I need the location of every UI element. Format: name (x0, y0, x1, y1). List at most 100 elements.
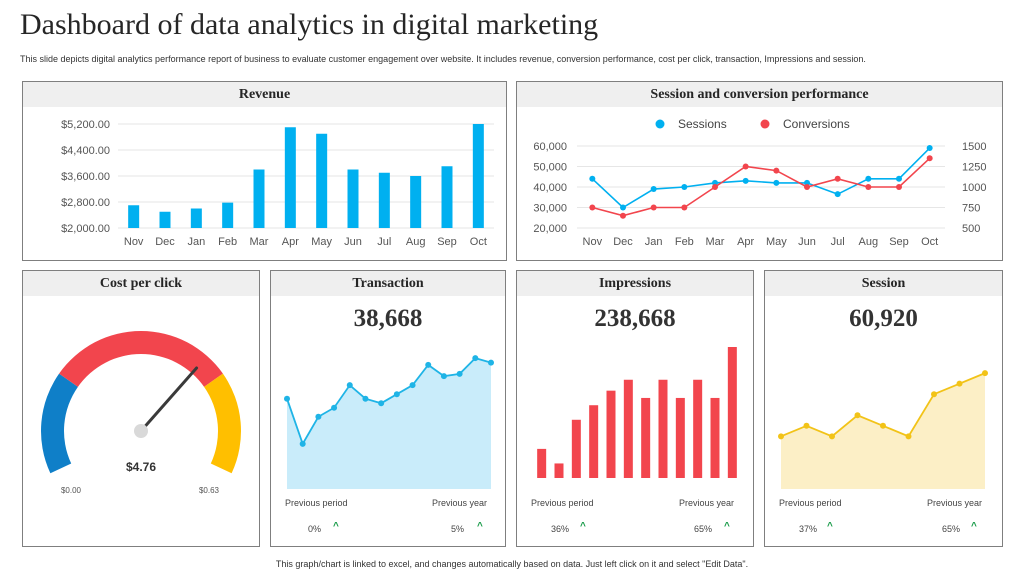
transaction-point (393, 391, 400, 398)
series-point-sessions (834, 191, 841, 198)
transaction-point (378, 400, 385, 407)
impressions-bar (589, 405, 599, 478)
session-right-ytick-label: 750 (962, 203, 980, 215)
transaction-area (287, 358, 491, 489)
revenue-xtick-label: Sep (437, 236, 457, 248)
impressions-prev-period-pct: 36% (551, 524, 570, 534)
impressions-panel: Impressions 238,668 Previous period Prev… (516, 270, 754, 547)
session-left-ytick-label: 20,000 (533, 223, 567, 235)
transaction-point (315, 413, 322, 420)
transaction-title: Transaction (271, 271, 505, 296)
session-left-ytick-label: 60,000 (533, 141, 567, 153)
session-point (803, 422, 810, 429)
up-arrow-icon: ^ (971, 521, 977, 532)
impressions-bar (727, 347, 737, 478)
revenue-panel: Revenue $2,000.00 $2,800.00 $3,600.00 $4,40… (22, 81, 507, 261)
cost-per-click-panel: Cost per click $4.76 $0.00 $0.63 (22, 270, 260, 547)
series-point-sessions (742, 177, 749, 184)
revenue-ytick-label: $2,000.00 (61, 223, 110, 235)
gauge-pivot (134, 424, 148, 438)
transaction-point (425, 361, 432, 368)
impressions-bar (675, 397, 685, 478)
gauge-min-label: $0.00 (61, 486, 82, 495)
transaction-prev-year-pct: 5% (451, 524, 465, 534)
revenue-xtick-label: Jul (377, 236, 391, 248)
impressions-bar (658, 379, 668, 478)
transaction-chart (284, 355, 494, 489)
transaction-prev-period-label: Previous period (285, 498, 348, 508)
series-point-conversions (896, 184, 902, 190)
session-area (781, 373, 985, 489)
gauge-segment-high (204, 373, 241, 474)
cost-per-click-title: Cost per click (23, 271, 259, 296)
impressions-bar (641, 397, 651, 478)
series-point-sessions (926, 145, 933, 152)
series-point-sessions (681, 184, 688, 190)
series-point-conversions (804, 184, 810, 190)
gauge-segment-mid (59, 331, 223, 387)
series-point-sessions (620, 204, 626, 211)
series-point-conversions (712, 184, 718, 190)
up-arrow-icon: ^ (580, 521, 586, 532)
transaction-prev-year-label: Previous year (432, 498, 488, 508)
revenue-bar (316, 133, 328, 228)
revenue-ytick-label: $3,600.00 (61, 171, 110, 183)
revenue-bar (347, 169, 359, 228)
revenue-xtick-label: Oct (470, 236, 487, 248)
series-point-sessions (865, 175, 872, 182)
session-point (982, 370, 988, 377)
series-point-sessions (650, 186, 657, 193)
session-point (778, 433, 784, 440)
session-point (880, 422, 886, 429)
session-xtick-label: Jan (645, 236, 663, 248)
revenue-xtick-label: Feb (218, 236, 237, 248)
legend-marker-conversions (760, 119, 770, 129)
transaction-point (488, 359, 494, 366)
session-xtick-label: Nov (583, 236, 603, 248)
series-point-conversions (834, 175, 841, 182)
revenue-bar (159, 211, 171, 228)
series-line-conversions (592, 157, 931, 217)
session-conversion-panel-title: Session and conversion performance (517, 82, 1002, 107)
revenue-ytick-label: $2,800.00 (61, 197, 110, 209)
session-left-ytick-label: 50,000 (533, 162, 567, 174)
session-xtick-label: May (766, 236, 787, 248)
transaction-point (346, 382, 353, 389)
session-right-ytick-label: 1500 (962, 141, 986, 153)
transaction-point (362, 395, 369, 402)
revenue-xtick-label: Nov (124, 236, 144, 248)
series-point-conversions (742, 163, 749, 170)
session-left-ytick-label: 30,000 (533, 203, 567, 215)
session-point (854, 412, 861, 419)
up-arrow-icon: ^ (827, 521, 833, 532)
revenue-bar (190, 208, 202, 228)
series-point-conversions (865, 184, 872, 190)
revenue-xtick-label: Mar (250, 236, 269, 248)
impressions-bar (554, 463, 564, 478)
revenue-xtick-label: May (311, 236, 332, 248)
session-xtick-label: Oct (921, 236, 938, 248)
impressions-bar (710, 397, 720, 478)
session-prev-period-label: Previous period (779, 498, 842, 508)
series-point-conversions (589, 204, 596, 211)
session-right-ytick-label: 500 (962, 223, 980, 235)
revenue-bar (441, 166, 453, 228)
impressions-value: 238,668 (594, 305, 676, 332)
impressions-prev-year-pct: 65% (694, 524, 713, 534)
series-point-conversions (773, 167, 780, 174)
series-point-conversions (926, 155, 933, 162)
footer-note: This graph/chart is linked to excel, and… (275, 559, 749, 569)
session-prev-year-pct: 65% (942, 524, 961, 534)
session-right-ytick-label: 1250 (962, 162, 986, 174)
transaction-point (284, 395, 290, 402)
revenue-panel-title: Revenue (23, 82, 506, 107)
series-point-sessions (773, 179, 780, 186)
series-point-conversions (650, 204, 657, 211)
transaction-prev-period-pct: 0% (308, 524, 322, 534)
series-point-sessions (896, 175, 902, 182)
impressions-bar (537, 448, 547, 478)
session-title: Session (765, 271, 1002, 296)
session-xtick-label: Aug (859, 236, 879, 248)
session-xtick-label: Mar (706, 236, 725, 248)
revenue-xtick-label: Jan (187, 236, 205, 248)
